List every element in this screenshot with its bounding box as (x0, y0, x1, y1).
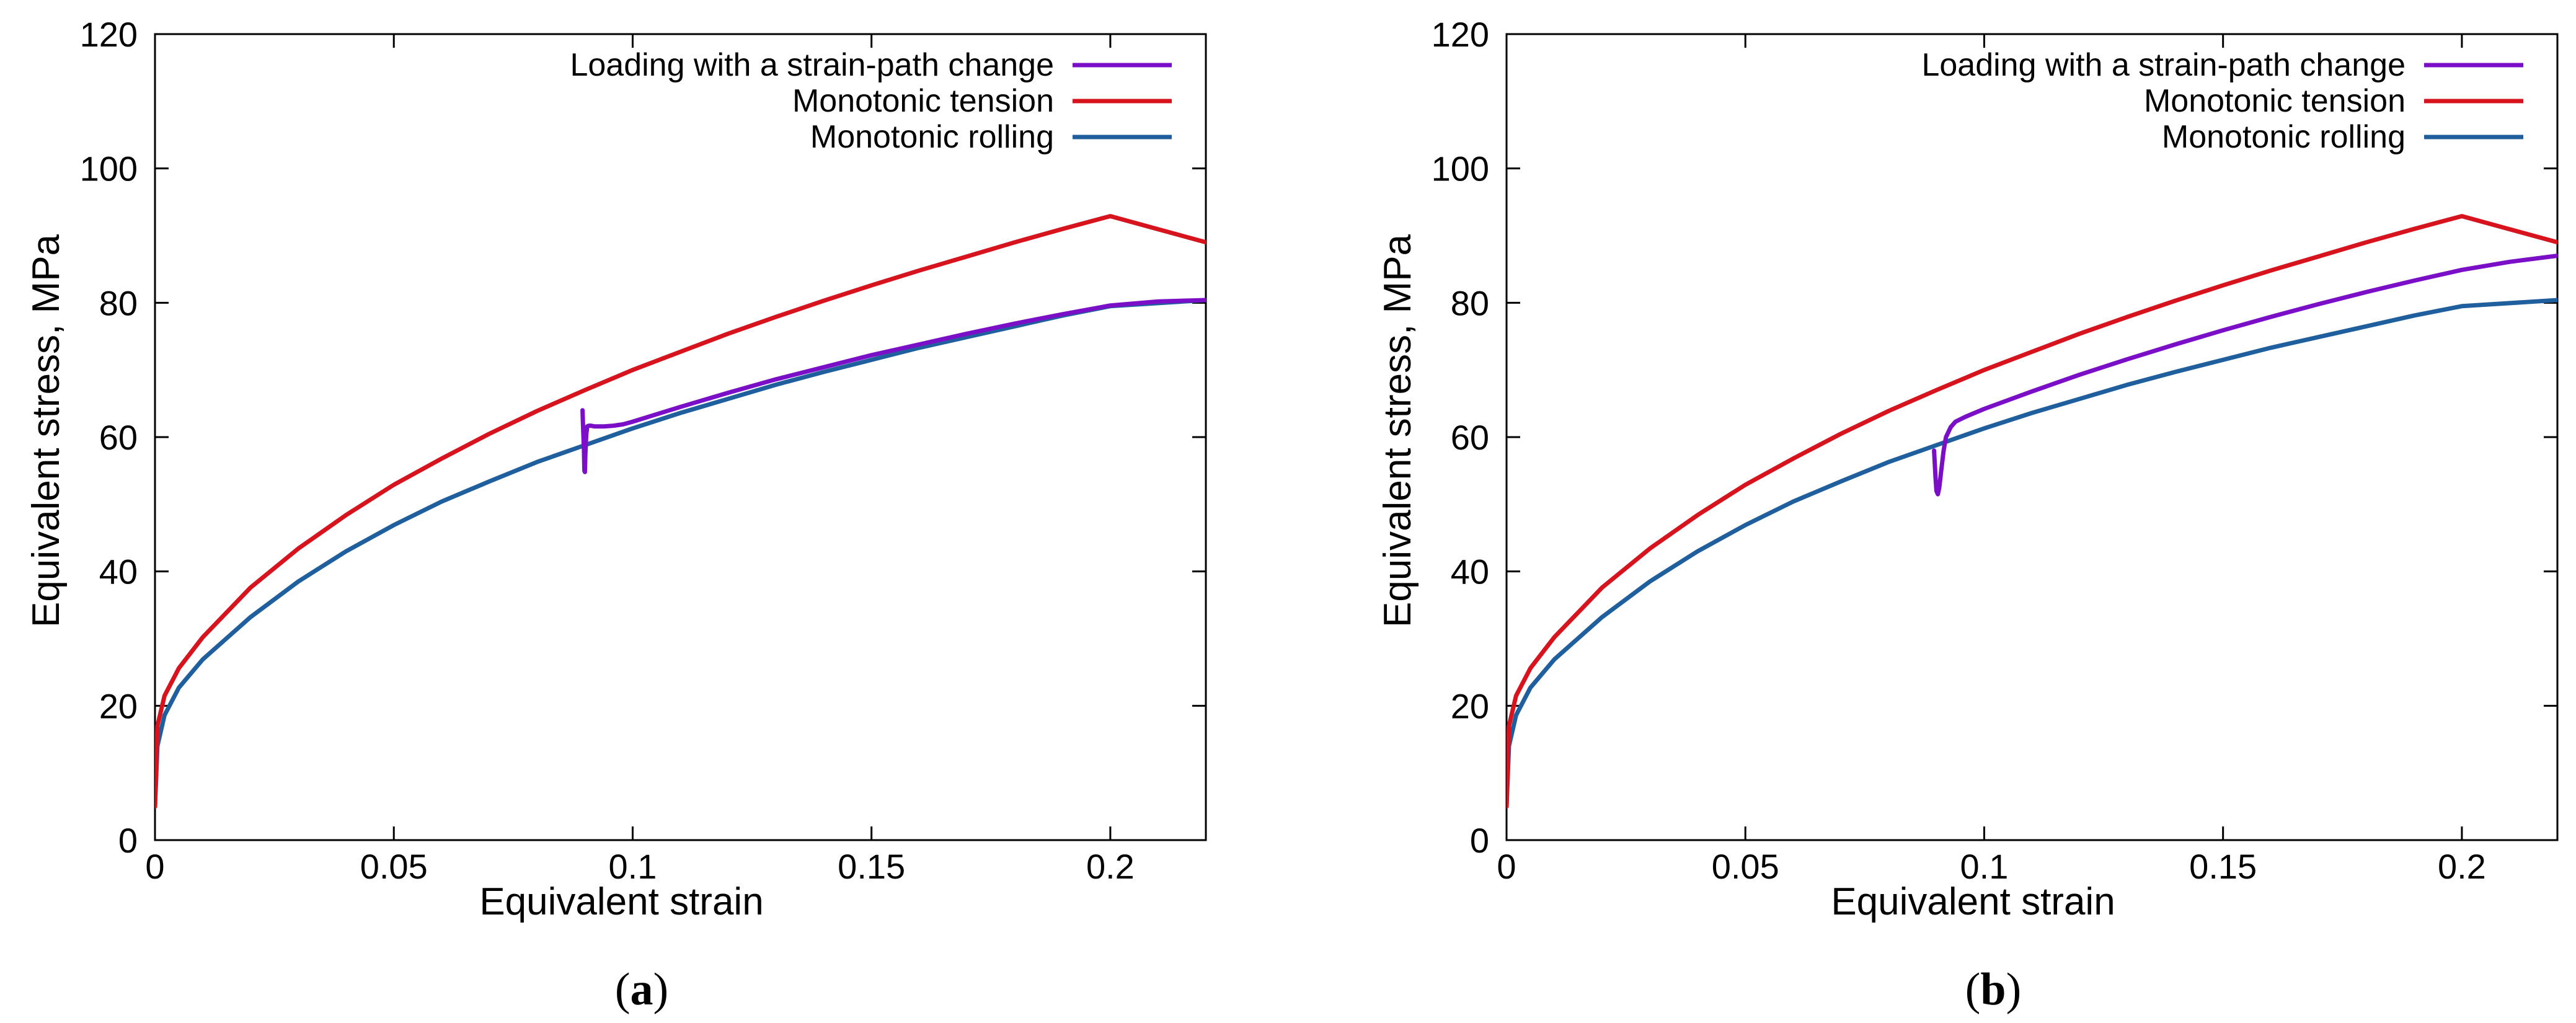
x-tick-label: 0.1 (609, 847, 657, 886)
series-line-monotonic-rolling (1507, 298, 2557, 809)
y-tick-label: 60 (1451, 418, 1489, 457)
x-tick-label: 0.15 (838, 847, 905, 886)
y-tick-label: 120 (1432, 15, 1489, 54)
legend-label: Loading with a strain-path change (570, 47, 1054, 83)
y-tick-label: 0 (1470, 821, 1489, 860)
y-tick-label: 120 (80, 15, 138, 54)
y-tick-label: 40 (99, 552, 138, 591)
legend-label: Loading with a strain-path change (1921, 47, 2406, 83)
series-line-strain-path-change (1932, 254, 2557, 497)
x-tick-label: 0 (145, 847, 164, 886)
y-tick-label: 100 (80, 149, 138, 188)
x-tick-label: 0.15 (2189, 847, 2257, 886)
series-line-strain-path-change (580, 298, 1206, 474)
y-axis-label: Equivalent stress, MPa (1376, 234, 1419, 627)
legend-label: Monotonic tension (2144, 83, 2406, 119)
y-tick-label: 0 (118, 821, 138, 860)
y-tick-label: 100 (1432, 149, 1489, 188)
panel-label: (b) (1965, 964, 2021, 1015)
chart-panel-b: 0 20 40 60 80 100 120 0 0.05 0.1 0.15 0.2 Equivalent… (1376, 15, 2559, 1015)
y-tick-label: 20 (1451, 686, 1489, 725)
legend-label: Monotonic tension (792, 83, 1054, 119)
x-tick-label: 0.05 (360, 847, 428, 886)
x-axis-label: Equivalent strain (479, 880, 763, 923)
x-tick-label: 0.2 (2438, 847, 2486, 886)
plot-frame (154, 33, 1207, 841)
series-line-monotonic-rolling (155, 298, 1206, 809)
x-tick-label: 0.1 (1960, 847, 2009, 886)
legend-label: Monotonic rolling (810, 119, 1054, 155)
series-line-monotonic-tension (155, 214, 1206, 809)
panel-label: (a) (615, 964, 668, 1015)
x-tick-label: 0.2 (1086, 847, 1135, 886)
y-tick-label: 60 (99, 418, 138, 457)
y-tick-label: 20 (99, 686, 138, 725)
y-axis-label: Equivalent stress, MPa (25, 234, 68, 627)
x-axis-label: Equivalent strain (1831, 880, 2115, 923)
y-tick-label: 80 (99, 283, 138, 322)
plot-frame (1505, 33, 2559, 841)
x-tick-label: 0 (1497, 847, 1516, 886)
y-tick-label: 80 (1451, 283, 1489, 322)
x-tick-label: 0.05 (1712, 847, 1779, 886)
series-line-monotonic-tension (1507, 214, 2557, 809)
y-tick-label: 40 (1451, 552, 1489, 591)
chart-panel-a: 0 20 40 60 80 100 120 0 0.05 0.1 0.15 0.2 Equivalent… (25, 15, 1207, 1015)
legend-label: Monotonic rolling (2162, 119, 2406, 155)
